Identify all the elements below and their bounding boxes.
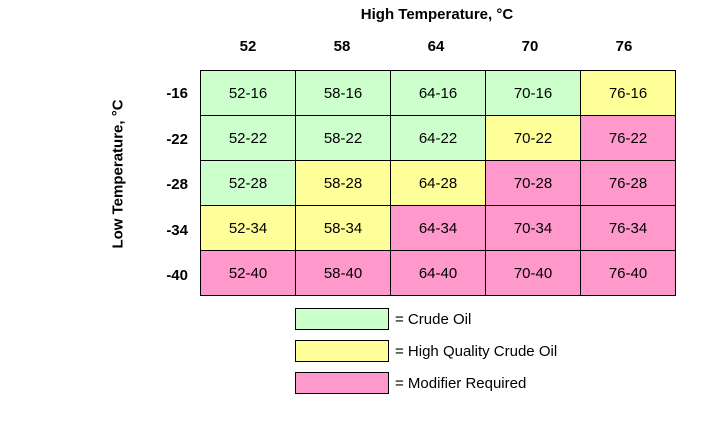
table-row: 52-22 58-22 64-22 70-22 76-22 — [200, 115, 676, 161]
grade-cell-64-40: 64-40 — [390, 250, 486, 296]
y-axis-title: Low Temperature, °C — [109, 99, 127, 249]
grade-cell-64-34: 64-34 — [390, 205, 486, 251]
grade-cell-52-28: 52-28 — [200, 160, 296, 206]
grade-cell-76-16: 76-16 — [580, 70, 676, 116]
grade-cell-70-34: 70-34 — [485, 205, 581, 251]
grade-cell-58-16: 58-16 — [295, 70, 391, 116]
grade-cell-52-16: 52-16 — [200, 70, 296, 116]
grade-cell-58-28: 58-28 — [295, 160, 391, 206]
legend-item-modifier: = Modifier Required — [295, 370, 557, 396]
table-row: 52-28 58-28 64-28 70-28 76-28 — [200, 160, 676, 206]
x-axis-title: High Temperature, °C — [360, 6, 514, 23]
row-label--22: -22 — [166, 130, 188, 148]
legend-item-crude: = Crude Oil — [295, 306, 557, 332]
row-label--16: -16 — [166, 85, 188, 102]
grade-cell-76-40: 76-40 — [580, 250, 676, 296]
grade-cell-70-40: 70-40 — [485, 250, 581, 296]
legend-label-hq: = High Quality Crude Oil — [395, 342, 558, 360]
column-label-58: 58 — [333, 38, 351, 55]
row-label--34: -34 — [166, 221, 188, 239]
grade-cell-76-22: 76-22 — [580, 115, 676, 161]
table-row: 52-34 58-34 64-34 70-34 76-34 — [200, 205, 676, 251]
grade-cell-64-16: 64-16 — [390, 70, 486, 116]
legend: = Crude Oil = High Quality Crude Oil = Mod… — [295, 306, 557, 402]
grade-cell-76-34: 76-34 — [580, 205, 676, 251]
column-label-76: 76 — [615, 38, 633, 55]
grade-grid: 52-16 58-16 64-16 70-16 76-16 52-22 58-22 64-22… — [200, 70, 676, 296]
column-label-64: 64 — [427, 38, 445, 55]
row-label--28: -28 — [166, 176, 188, 193]
legend-label-crude: = Crude Oil — [395, 310, 472, 328]
grade-cell-52-22: 52-22 — [200, 115, 296, 161]
legend-swatch-hq — [295, 340, 389, 362]
grade-cell-58-34: 58-34 — [295, 205, 391, 251]
grade-cell-64-22: 64-22 — [390, 115, 486, 161]
grade-cell-70-16: 70-16 — [485, 70, 581, 116]
legend-label-modifier: = Modifier Required — [395, 374, 527, 392]
grade-cell-70-22: 70-22 — [485, 115, 581, 161]
row-label--40: -40 — [166, 267, 188, 284]
grade-cell-64-28: 64-28 — [390, 160, 486, 206]
grade-cell-52-34: 52-34 — [200, 205, 296, 251]
legend-swatch-crude — [295, 308, 389, 330]
grade-cell-70-28: 70-28 — [485, 160, 581, 206]
column-label-52: 52 — [239, 38, 257, 55]
table-row: 52-16 58-16 64-16 70-16 76-16 — [200, 70, 676, 116]
column-label-70: 70 — [521, 38, 539, 55]
legend-swatch-modifier — [295, 372, 389, 394]
legend-item-hq: = High Quality Crude Oil — [295, 338, 557, 364]
table-row: 52-40 58-40 64-40 70-40 76-40 — [200, 250, 676, 296]
grade-cell-58-40: 58-40 — [295, 250, 391, 296]
grade-cell-76-28: 76-28 — [580, 160, 676, 206]
grade-cell-58-22: 58-22 — [295, 115, 391, 161]
grade-cell-52-40: 52-40 — [200, 250, 296, 296]
